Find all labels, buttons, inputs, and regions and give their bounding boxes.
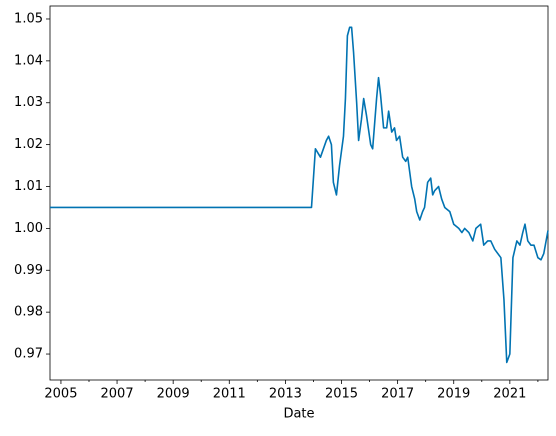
x-tick-label: 2011: [213, 387, 246, 402]
x-tick-label: 2019: [437, 387, 470, 402]
x-tick-label: 2009: [157, 387, 190, 402]
y-tick-label: 1.00: [14, 221, 43, 236]
plot-frame: [49, 5, 549, 381]
y-tick-label: 1.05: [14, 11, 43, 26]
x-tick-label: 2005: [44, 387, 77, 402]
x-tick-label: 2013: [269, 387, 302, 402]
x-axis-label: Date: [283, 407, 314, 422]
y-tick-label: 1.01: [14, 179, 43, 194]
y-tick-label: 1.04: [14, 53, 43, 68]
data-line: [50, 26, 549, 364]
y-tick-label: 1.02: [14, 137, 43, 152]
y-tick-label: 0.98: [14, 305, 43, 320]
x-tick-label: 2017: [381, 387, 414, 402]
y-tick-label: 1.03: [14, 95, 43, 110]
x-tick-label: 2007: [101, 387, 134, 402]
y-tick-label: 0.97: [14, 347, 43, 362]
x-tick-label: 2021: [493, 387, 526, 402]
y-tick-label: 0.99: [14, 263, 43, 278]
x-tick-label: 2015: [325, 387, 358, 402]
